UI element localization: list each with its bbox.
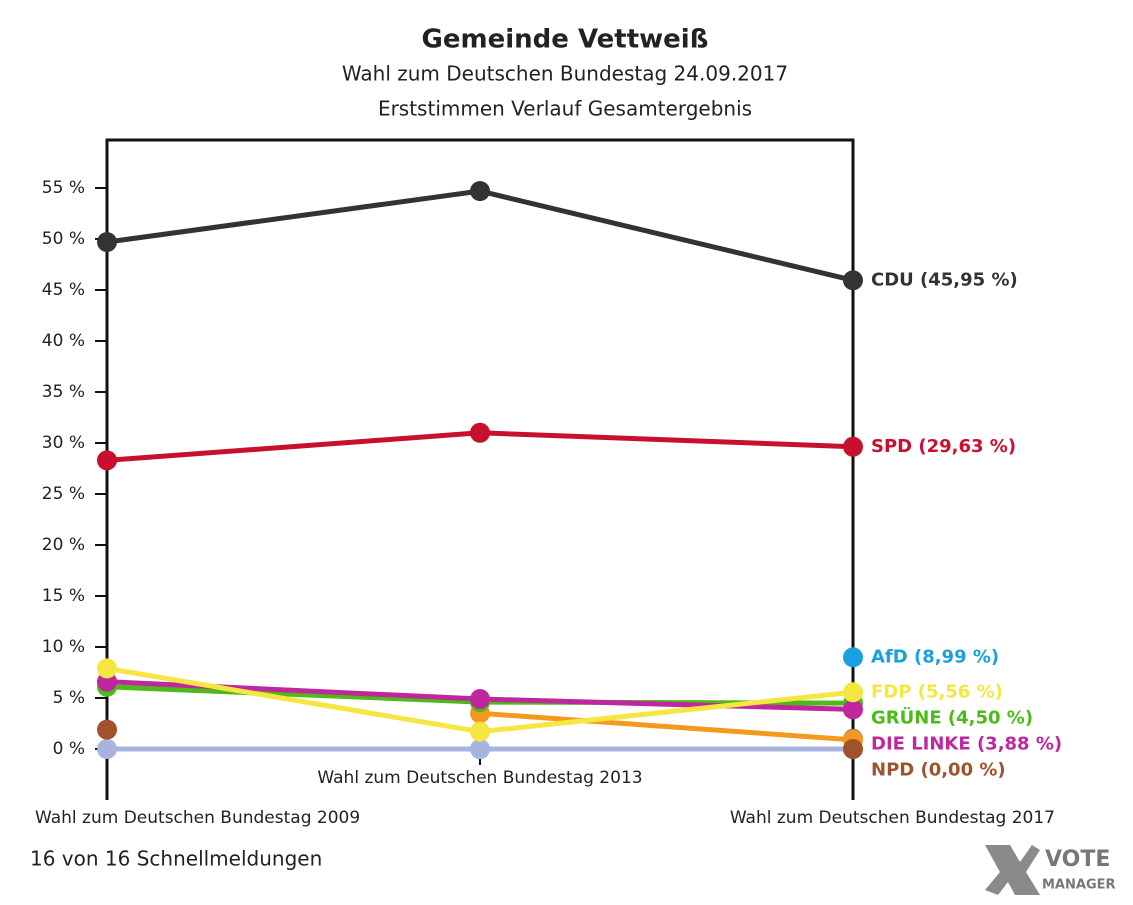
data-point bbox=[470, 422, 490, 443]
series-label: GRÜNE (4,50 %) bbox=[871, 706, 1033, 728]
y-tick-label: 40 % bbox=[42, 331, 85, 351]
data-point bbox=[470, 739, 490, 759]
data-point bbox=[843, 270, 863, 291]
y-tick-label: 45 % bbox=[42, 280, 85, 300]
chart-subtitle: Erststimmen Verlauf Gesamtergebnis bbox=[378, 97, 752, 121]
data-point bbox=[470, 689, 490, 710]
data-point bbox=[843, 699, 863, 720]
data-point bbox=[97, 739, 117, 759]
series-label: DIE LINKE (3,88 %) bbox=[871, 733, 1062, 754]
data-point bbox=[97, 658, 117, 679]
y-tick-label: 0 % bbox=[53, 739, 85, 759]
y-tick-label: 15 % bbox=[42, 586, 85, 606]
y-tick-label: 20 % bbox=[42, 535, 85, 555]
data-point bbox=[470, 721, 490, 742]
y-tick-label: 10 % bbox=[42, 637, 85, 657]
y-tick-label: 35 % bbox=[42, 382, 85, 402]
data-point bbox=[97, 450, 117, 471]
x-tick-label: Wahl zum Deutschen Bundestag 2009 bbox=[35, 808, 360, 828]
logo-text: MANAGER bbox=[1042, 878, 1116, 893]
series-line bbox=[106, 188, 854, 283]
data-point bbox=[470, 181, 490, 202]
series-label: CDU (45,95 %) bbox=[871, 269, 1018, 290]
y-tick-label: 55 % bbox=[42, 178, 85, 198]
y-tick-label: 30 % bbox=[42, 433, 85, 453]
footer: 16 von 16 Schnellmeldungen bbox=[30, 847, 322, 871]
y-tick-label: 25 % bbox=[42, 484, 85, 504]
data-point bbox=[843, 739, 863, 759]
y-tick-label: 5 % bbox=[53, 688, 85, 708]
logo: VOTE MANAGER bbox=[985, 845, 1116, 895]
data-point bbox=[843, 647, 863, 668]
series-line bbox=[479, 710, 854, 743]
series-label: FDP (5,56 %) bbox=[871, 681, 1003, 702]
data-point bbox=[97, 232, 117, 253]
data-point bbox=[843, 436, 863, 457]
data-point bbox=[97, 719, 117, 740]
data-point bbox=[843, 682, 863, 703]
chart-title: Gemeinde Vettweiß bbox=[422, 25, 709, 55]
series-label: AfD (8,99 %) bbox=[871, 646, 999, 667]
x-tick-label: Wahl zum Deutschen Bundestag 2017 bbox=[730, 808, 1055, 828]
logo-mark bbox=[985, 845, 1040, 895]
x-tick-label: Wahl zum Deutschen Bundestag 2013 bbox=[317, 768, 642, 788]
series-label: NPD (0,00 %) bbox=[871, 759, 1006, 780]
chart-subtitle: Wahl zum Deutschen Bundestag 24.09.2017 bbox=[342, 62, 788, 86]
series-label: SPD (29,63 %) bbox=[871, 436, 1016, 457]
y-tick-label: 50 % bbox=[42, 229, 85, 249]
logo-text: VOTE bbox=[1045, 847, 1110, 872]
